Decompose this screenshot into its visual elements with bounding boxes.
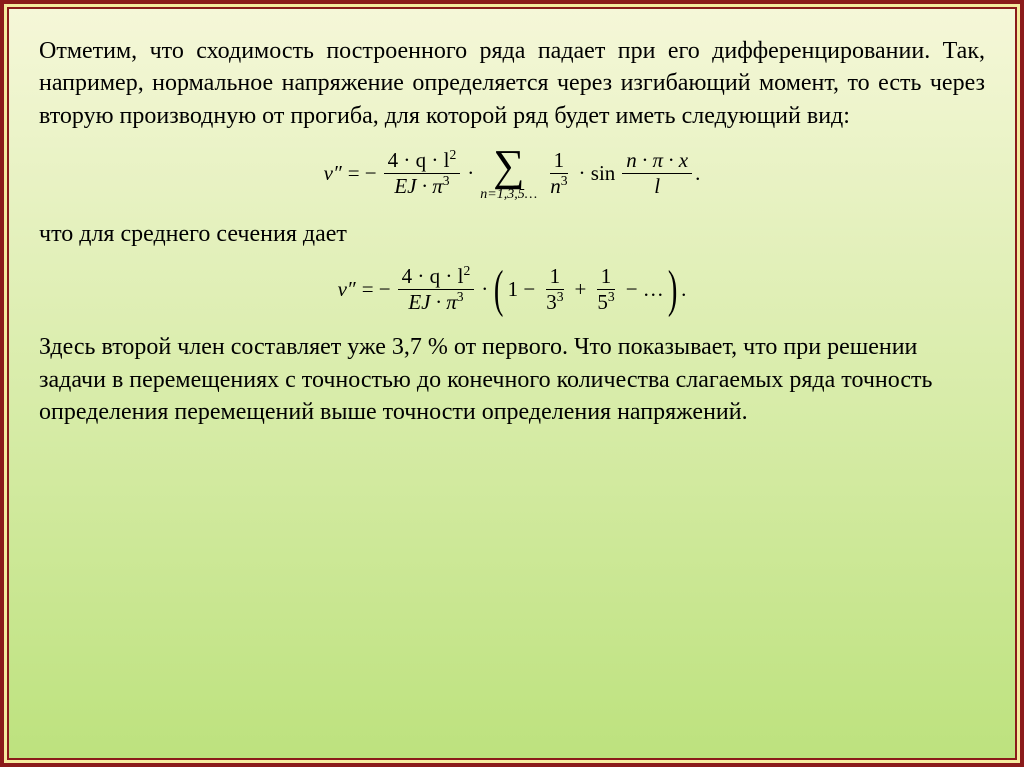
paragraph-1: Отметим, что сходимость построенного ряд… <box>39 35 985 132</box>
f1-term-den-exp: 3 <box>561 173 568 188</box>
close-paren-icon: ) <box>668 269 678 311</box>
f2-t2-den-exp: 3 <box>557 289 564 304</box>
f2-period: . <box>681 277 686 302</box>
paragraph-2: что для среднего сечения дает <box>39 218 985 250</box>
formula-2: v″ = − 4 · q · l2 EJ · π3 · ( 1 − <box>39 264 985 315</box>
f1-sin: · sin <box>579 161 616 186</box>
f2-t3-frac: 1 53 <box>593 264 618 315</box>
f2-t2-num: 1 <box>546 264 565 290</box>
f2-coeff-num: 4 · q · l <box>402 264 464 288</box>
f1-arg-frac: n · π · x l <box>622 148 692 199</box>
f1-term-den: n <box>550 174 561 198</box>
f2-tail: − … <box>626 277 664 302</box>
inner-frame: Отметим, что сходимость построенного ряд… <box>7 7 1017 760</box>
f2-coeff-den-exp: 3 <box>457 289 464 304</box>
paragraph-3: Здесь второй член составляет уже 3,7 % о… <box>39 331 985 428</box>
formula-1: v″ = − 4 · q · l2 EJ · π3 · ∑ n=1,3,5… <box>39 146 985 202</box>
f2-t3-den: 5 <box>597 290 608 314</box>
f1-lhs: v″ <box>324 161 342 186</box>
f1-dot1: · <box>467 161 474 186</box>
open-paren-icon: ( <box>494 269 504 311</box>
f2-coeff-frac: 4 · q · l2 EJ · π3 <box>398 264 475 315</box>
f2-paren: ( 1 − 1 33 + 1 53 <box>490 264 681 315</box>
f1-sum: ∑ n=1,3,5… <box>480 146 537 202</box>
outer-frame: Отметим, что сходимость построенного ряд… <box>0 0 1024 767</box>
f1-sum-symbol: ∑ <box>493 146 524 186</box>
f1-term-frac: 1 n3 <box>546 148 571 199</box>
f2-coeff-den: EJ · π <box>408 290 456 314</box>
f1-sum-sub: n=1,3,5… <box>480 188 537 202</box>
f1-arg-den: l <box>650 174 664 199</box>
f1-coeff-den-exp: 3 <box>443 173 450 188</box>
f2-plus: + <box>575 277 587 302</box>
f2-lhs: v″ <box>338 277 356 302</box>
f1-coeff-num: 4 · q · l <box>388 148 450 172</box>
f1-period: . <box>695 161 700 186</box>
f1-eq: = − <box>348 161 377 186</box>
f2-dot1: · <box>481 277 488 302</box>
f2-t3-den-exp: 3 <box>608 289 615 304</box>
f1-coeff-frac: 4 · q · l2 EJ · π3 <box>384 148 461 199</box>
f1-term-num: 1 <box>550 148 569 174</box>
f2-t2-frac: 1 33 <box>542 264 567 315</box>
f1-coeff-num-exp: 2 <box>449 147 456 162</box>
f2-one: 1 − <box>508 277 536 302</box>
f2-t2-den: 3 <box>546 290 557 314</box>
f2-t3-num: 1 <box>597 264 616 290</box>
f1-arg-num: n · π · x <box>622 148 692 174</box>
f2-coeff-num-exp: 2 <box>463 263 470 278</box>
f2-eq: = − <box>362 277 391 302</box>
f1-coeff-den: EJ · π <box>394 174 442 198</box>
